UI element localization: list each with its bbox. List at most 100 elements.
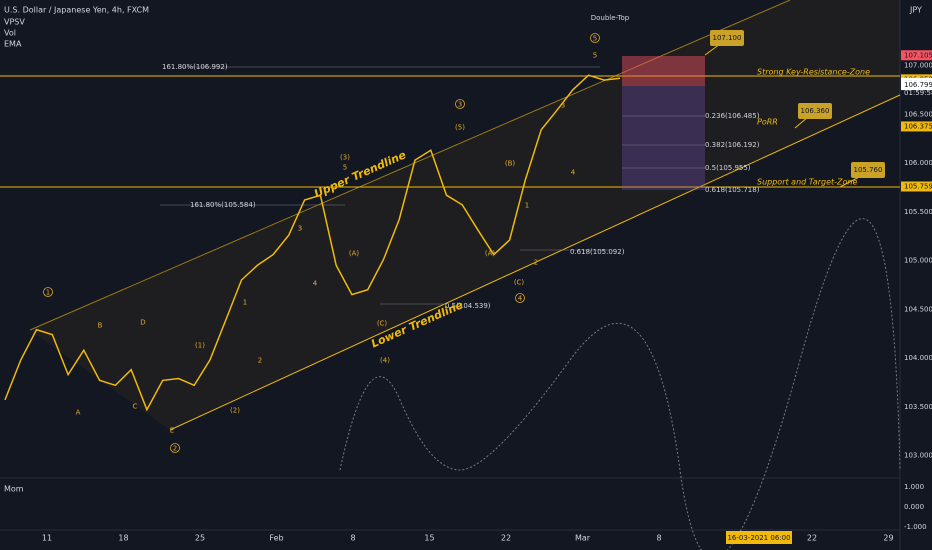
lower-trendline <box>169 94 901 431</box>
price-badge <box>901 121 932 132</box>
wave-label: 3 <box>298 225 302 233</box>
price-label: 104.000 <box>904 354 932 362</box>
callout-box <box>851 162 885 178</box>
callout-text: 106.360 <box>801 107 830 115</box>
wave-label: 3 <box>458 101 462 109</box>
symbol-title: U.S. Dollar / Japanese Yen, 4h, FXCM <box>4 6 149 15</box>
wave-label: (5) <box>455 124 465 132</box>
price-label: 107.105 <box>904 51 932 59</box>
indicator-label: Vol <box>4 29 16 38</box>
wave-label: A <box>76 409 81 417</box>
indicator-label: VPSV <box>4 18 25 27</box>
wave-label: (2) <box>230 407 240 415</box>
zone-label: Strong Key-Resistance-Zone <box>757 68 870 77</box>
wave-label: 5 <box>593 52 597 60</box>
cursor-date: 16-03-2021 06:00 <box>727 534 790 542</box>
date-label: 22 <box>807 534 817 543</box>
price-label: 105.759 <box>904 182 932 190</box>
date-label: 15 <box>424 534 434 543</box>
countdown: 01:59:58 <box>904 89 932 97</box>
wave-label: E <box>170 427 174 435</box>
wave-label: 5 <box>343 164 347 172</box>
wave-label: (C) <box>377 320 388 328</box>
wave-circle <box>170 443 180 453</box>
wave-circle <box>590 33 600 43</box>
date-label: 8 <box>350 534 355 543</box>
channel-fill <box>30 0 900 430</box>
mom-tick: -1.000 <box>904 523 927 531</box>
wave-label: (B) <box>505 160 516 168</box>
date-label: Feb <box>269 534 283 543</box>
price-badge <box>901 80 932 91</box>
mom-label: Mom <box>4 485 24 494</box>
annotation: 161.80%(105.584) <box>190 201 256 209</box>
annotation: 0.5(104.539) <box>445 302 491 310</box>
callout-box <box>710 30 744 46</box>
wave-label: 1 <box>46 289 50 297</box>
wave-label: 1 <box>525 202 529 210</box>
annotation: 0.5(105.955) <box>705 164 751 172</box>
date-label: 25 <box>195 534 205 543</box>
zone-label: Support and Target-Zone <box>757 178 857 187</box>
wave-label: (4) <box>380 357 390 365</box>
wave-label: 4 <box>518 295 523 303</box>
wave-label: 1 <box>243 299 247 307</box>
price-label: 107.000 <box>904 62 932 70</box>
annotation: 0.618(105.092) <box>570 248 625 256</box>
price-label: 106.000 <box>904 159 932 167</box>
price-label: 105.000 <box>904 257 932 265</box>
price-label: 106.799 <box>904 81 932 89</box>
wave-label: B <box>98 322 103 330</box>
wave-label: (A) <box>485 250 496 258</box>
wave-label: (3) <box>340 154 350 162</box>
callout-box <box>798 103 832 119</box>
price-label: 103.500 <box>904 403 932 411</box>
price-label: 106.375 <box>904 122 932 130</box>
annotation: 0.382(106.192) <box>705 141 760 149</box>
date-label: 11 <box>42 534 52 543</box>
annotation: 161.80%(106.992) <box>162 63 228 71</box>
wave-label: 2 <box>173 445 177 453</box>
zone-label: PoRR <box>757 118 778 127</box>
wave-label: 3 <box>561 102 565 110</box>
cycle-curve <box>339 218 901 550</box>
price-badge <box>901 50 932 61</box>
wave-label: D <box>140 319 145 327</box>
risk-box <box>622 56 705 86</box>
annotation: Double-Top <box>591 14 630 22</box>
price-badge <box>901 181 932 192</box>
fib-levels <box>160 66 705 305</box>
callout-text: 107.100 <box>713 34 742 42</box>
date-label: 8 <box>656 534 661 543</box>
wave-label: (1) <box>195 342 205 350</box>
wave-label: (C) <box>514 279 525 287</box>
wave-label: 4 <box>571 169 576 177</box>
indicator-label: EMA <box>4 40 22 49</box>
currency: JPY <box>909 6 922 15</box>
price-label: 105.500 <box>904 208 932 216</box>
cursor-date-badge <box>726 531 792 544</box>
price-line <box>4 74 621 412</box>
wave-label: 2 <box>258 357 262 365</box>
date-label: 22 <box>501 534 511 543</box>
price-label: 103.000 <box>904 452 932 460</box>
date-label: Mar <box>575 534 591 543</box>
wave-circle <box>455 99 465 109</box>
annotation: 0.236(106.485) <box>705 112 760 120</box>
wave-label: 4 <box>313 280 318 288</box>
mom-tick: 1.000 <box>904 483 924 491</box>
date-label: 18 <box>118 534 128 543</box>
upper-trendline <box>29 0 791 331</box>
wave-label: 2 <box>534 259 538 267</box>
date-label: 29 <box>883 534 893 543</box>
wave-label: 5 <box>593 35 597 43</box>
annotation: 0.618(105.718) <box>705 186 760 194</box>
target-box <box>622 86 705 190</box>
price-label: 104.500 <box>904 305 932 313</box>
wave-circle <box>43 287 53 297</box>
wave-circle <box>515 293 525 303</box>
price-label: 106.500 <box>904 110 932 118</box>
wave-label: (A) <box>349 250 360 258</box>
